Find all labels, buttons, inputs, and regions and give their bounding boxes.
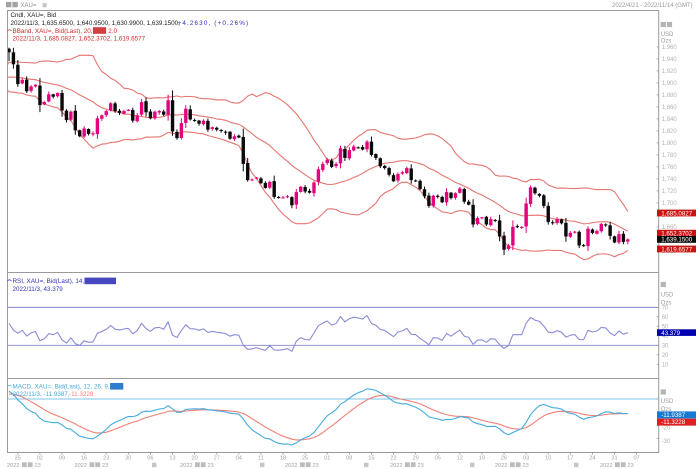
svg-text:60: 60	[662, 315, 669, 321]
svg-text:23: 23	[208, 463, 214, 469]
svg-text:09: 09	[59, 456, 65, 462]
svg-text:50: 50	[662, 325, 669, 331]
svg-text:1,700: 1,700	[662, 201, 678, 207]
svg-text:06: 06	[147, 456, 153, 462]
svg-text:USD: USD	[661, 293, 674, 299]
svg-text:Ozs: Ozs	[661, 39, 672, 45]
svg-text:01: 01	[324, 456, 330, 462]
svg-text:2022/11/3, 1,635.6500, 1,640.9: 2022/11/3, 1,635.6500, 1,640.9500, 1,630…	[11, 20, 181, 27]
svg-text:2022: 2022	[285, 463, 297, 469]
svg-text:10: 10	[545, 456, 551, 462]
svg-text:Cndl, XAU=, Bid: Cndl, XAU=, Bid	[11, 12, 57, 19]
svg-text:31: 31	[611, 456, 617, 462]
svg-text:20: 20	[191, 456, 197, 462]
svg-text:24: 24	[589, 456, 595, 462]
svg-text:30: 30	[662, 344, 669, 350]
svg-text:05: 05	[435, 456, 441, 462]
svg-text:USD: USD	[661, 399, 674, 405]
svg-text:1,660: 1,660	[662, 225, 678, 231]
svg-text:17: 17	[567, 456, 573, 462]
svg-text:1,685.0827: 1,685.0827	[661, 210, 693, 217]
svg-text:23: 23	[313, 463, 319, 469]
svg-text:1,860: 1,860	[662, 105, 678, 111]
svg-text:1,960: 1,960	[662, 45, 678, 51]
svg-text:2022: 2022	[180, 463, 192, 469]
svg-text:2022: 2022	[7, 463, 19, 469]
svg-text:1,740: 1,740	[662, 177, 678, 183]
svg-text:23: 23	[103, 456, 109, 462]
svg-text:BBand, XAU=, Bid(Last), 20,: BBand, XAU=, Bid(Last), 20,	[13, 28, 93, 35]
svg-text:26: 26	[501, 456, 507, 462]
svg-text:-11.3228: -11.3228	[661, 419, 686, 426]
svg-text:-20: -20	[662, 426, 671, 432]
svg-text:Ozs: Ozs	[661, 407, 672, 413]
svg-text:25: 25	[15, 456, 21, 462]
svg-text:2022: 2022	[495, 463, 507, 469]
svg-text:1,720: 1,720	[662, 189, 678, 195]
svg-text:16: 16	[81, 456, 87, 462]
svg-text:27: 27	[214, 456, 220, 462]
svg-text:29: 29	[412, 456, 418, 462]
svg-text:1,940: 1,940	[662, 57, 678, 63]
svg-text:2022/11/3, -11.9387,: 2022/11/3, -11.9387,	[13, 391, 70, 398]
svg-text:12: 12	[457, 456, 463, 462]
svg-text:43.379: 43.379	[661, 330, 680, 337]
svg-text:03: 03	[523, 456, 529, 462]
svg-text:1,619.6577: 1,619.6577	[661, 246, 693, 253]
svg-text:1,800: 1,800	[662, 141, 678, 147]
svg-text:1,840: 1,840	[662, 117, 678, 123]
svg-text:USD: USD	[661, 32, 674, 38]
svg-text:1,900: 1,900	[662, 81, 678, 87]
svg-text:30: 30	[125, 456, 131, 462]
svg-text:XAU=: XAU=	[21, 3, 37, 9]
svg-text:1,820: 1,820	[662, 129, 678, 135]
svg-text:2022: 2022	[600, 463, 612, 469]
svg-text:18: 18	[280, 456, 286, 462]
svg-text:1,760: 1,760	[662, 165, 678, 171]
svg-text:20: 20	[662, 353, 669, 359]
svg-text:25: 25	[302, 456, 308, 462]
svg-text:-11.9387: -11.9387	[661, 412, 686, 419]
svg-text:23: 23	[628, 463, 634, 469]
svg-text:2022/11/3, 43.379: 2022/11/3, 43.379	[13, 286, 64, 293]
svg-text:23: 23	[35, 463, 41, 469]
svg-text:Ozs: Ozs	[661, 301, 672, 307]
svg-text:1,639.1500: 1,639.1500	[661, 237, 693, 244]
svg-text:2022/11/3, 1,685.0827, 1,652.3: 2022/11/3, 1,685.0827, 1,652.3702, 1,619…	[13, 36, 146, 43]
svg-text:2.0: 2.0	[108, 28, 117, 35]
svg-text:23: 23	[523, 463, 529, 469]
svg-text:70: 70	[662, 306, 669, 312]
svg-text:RSI, XAU=, Bid(Last), 14,: RSI, XAU=, Bid(Last), 14,	[13, 278, 85, 285]
svg-text:1,880: 1,880	[662, 93, 678, 99]
svg-text:-11.3228: -11.3228	[69, 391, 94, 398]
svg-text:+4.2630, (+0.26%): +4.2630, (+0.26%)	[178, 20, 250, 27]
svg-text:19: 19	[479, 456, 485, 462]
svg-text:08: 08	[346, 456, 352, 462]
svg-text:40: 40	[662, 334, 669, 340]
svg-text:2022: 2022	[75, 463, 87, 469]
svg-text:11: 11	[258, 456, 264, 462]
svg-text:-30: -30	[662, 439, 671, 445]
svg-text:23: 23	[418, 463, 424, 469]
svg-text:2022: 2022	[390, 463, 402, 469]
svg-text:MACD, XAU=, Bid(Last), 12, 26,: MACD, XAU=, Bid(Last), 12, 26, 9,	[13, 384, 110, 391]
svg-text:1,780: 1,780	[662, 153, 678, 159]
svg-text:02: 02	[37, 456, 43, 462]
svg-text:10: 10	[662, 363, 669, 369]
svg-text:13: 13	[169, 456, 175, 462]
svg-text:1,920: 1,920	[662, 69, 678, 75]
svg-text:22: 22	[390, 456, 396, 462]
svg-text:04: 04	[236, 456, 242, 462]
svg-text:07: 07	[633, 456, 639, 462]
svg-text:2022/4/21 - 2022/11/14 (GMT): 2022/4/21 - 2022/11/14 (GMT)	[612, 3, 693, 9]
svg-text:23: 23	[102, 463, 108, 469]
svg-text:15: 15	[368, 456, 374, 462]
svg-text:1,652.3702: 1,652.3702	[661, 231, 693, 238]
